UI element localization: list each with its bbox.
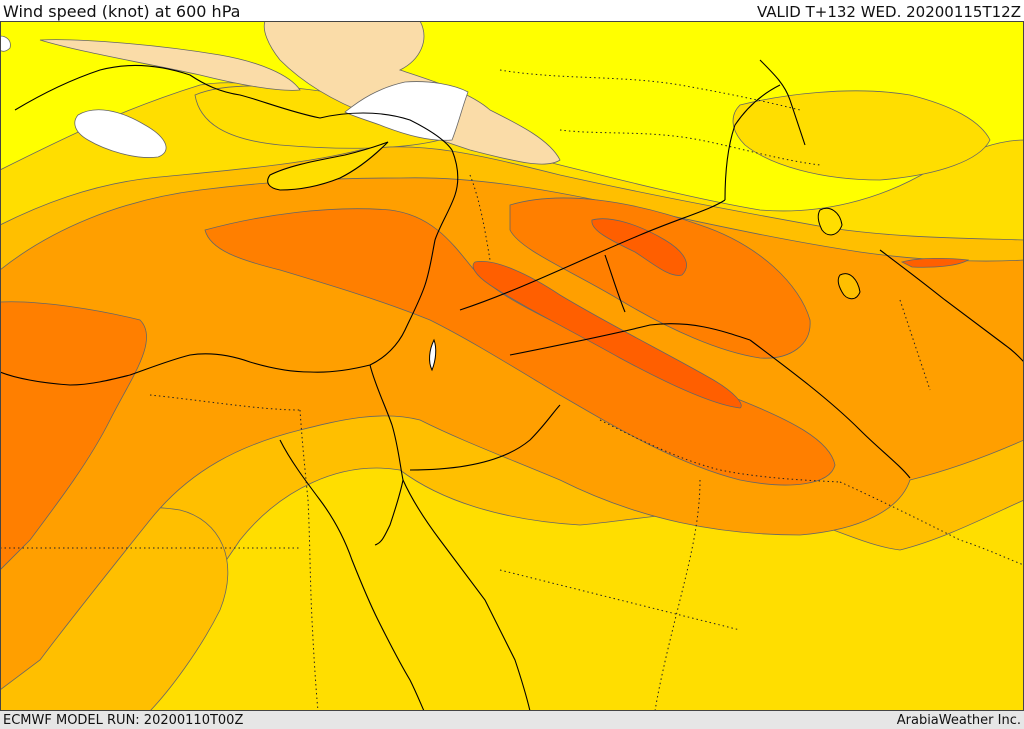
- core-dark-orange: [204, 208, 836, 486]
- coastline-turkey-south: [14, 64, 453, 151]
- coastline-caspian: [759, 59, 806, 146]
- region-white-anatolia: [344, 81, 469, 141]
- top-bar: Wind speed (knot) at 600 hPa VALID T+132…: [0, 0, 1024, 21]
- coastline-lake-urmia: [837, 273, 861, 300]
- wind-speed-map: [0, 21, 1024, 711]
- core-red-orange-3: [900, 257, 970, 268]
- core-dark-orange-west: [0, 301, 147, 571]
- region-white-aegean: [74, 109, 167, 158]
- coastline-dead-sea: [429, 338, 437, 372]
- bottom-bar: ECMWF MODEL RUN: 20200110T00Z ArabiaWeat…: [0, 711, 1024, 729]
- map-canvas: [0, 21, 1024, 711]
- patch-gold-ne: [732, 90, 991, 181]
- coastline-red-sea-west: [279, 439, 425, 711]
- model-run-label: ECMWF MODEL RUN: 20200110T00Z: [3, 713, 244, 728]
- coastline-levant: [369, 149, 459, 366]
- region-white-corner: [0, 35, 11, 52]
- solid-borders: [409, 84, 911, 479]
- core-red-orange-2: [591, 218, 687, 276]
- core-dark-orange-ne: [509, 197, 811, 359]
- region-tan-west: [39, 39, 301, 91]
- credit-label: ArabiaWeather Inc.: [896, 713, 1021, 728]
- coastline-gulf: [879, 249, 1024, 363]
- coastline-cyprus: [267, 141, 389, 191]
- valid-time: VALID T+132 WED. 20200115T12Z: [756, 3, 1021, 21]
- coastline-egypt-north: [0, 353, 371, 386]
- coastline-lake-van: [817, 207, 843, 236]
- map-title: Wind speed (knot) at 600 hPa: [3, 2, 241, 21]
- coastline-red-sea-east: [402, 479, 531, 711]
- country-borders: [0, 69, 1024, 711]
- coastline-sinai-suez: [369, 364, 404, 546]
